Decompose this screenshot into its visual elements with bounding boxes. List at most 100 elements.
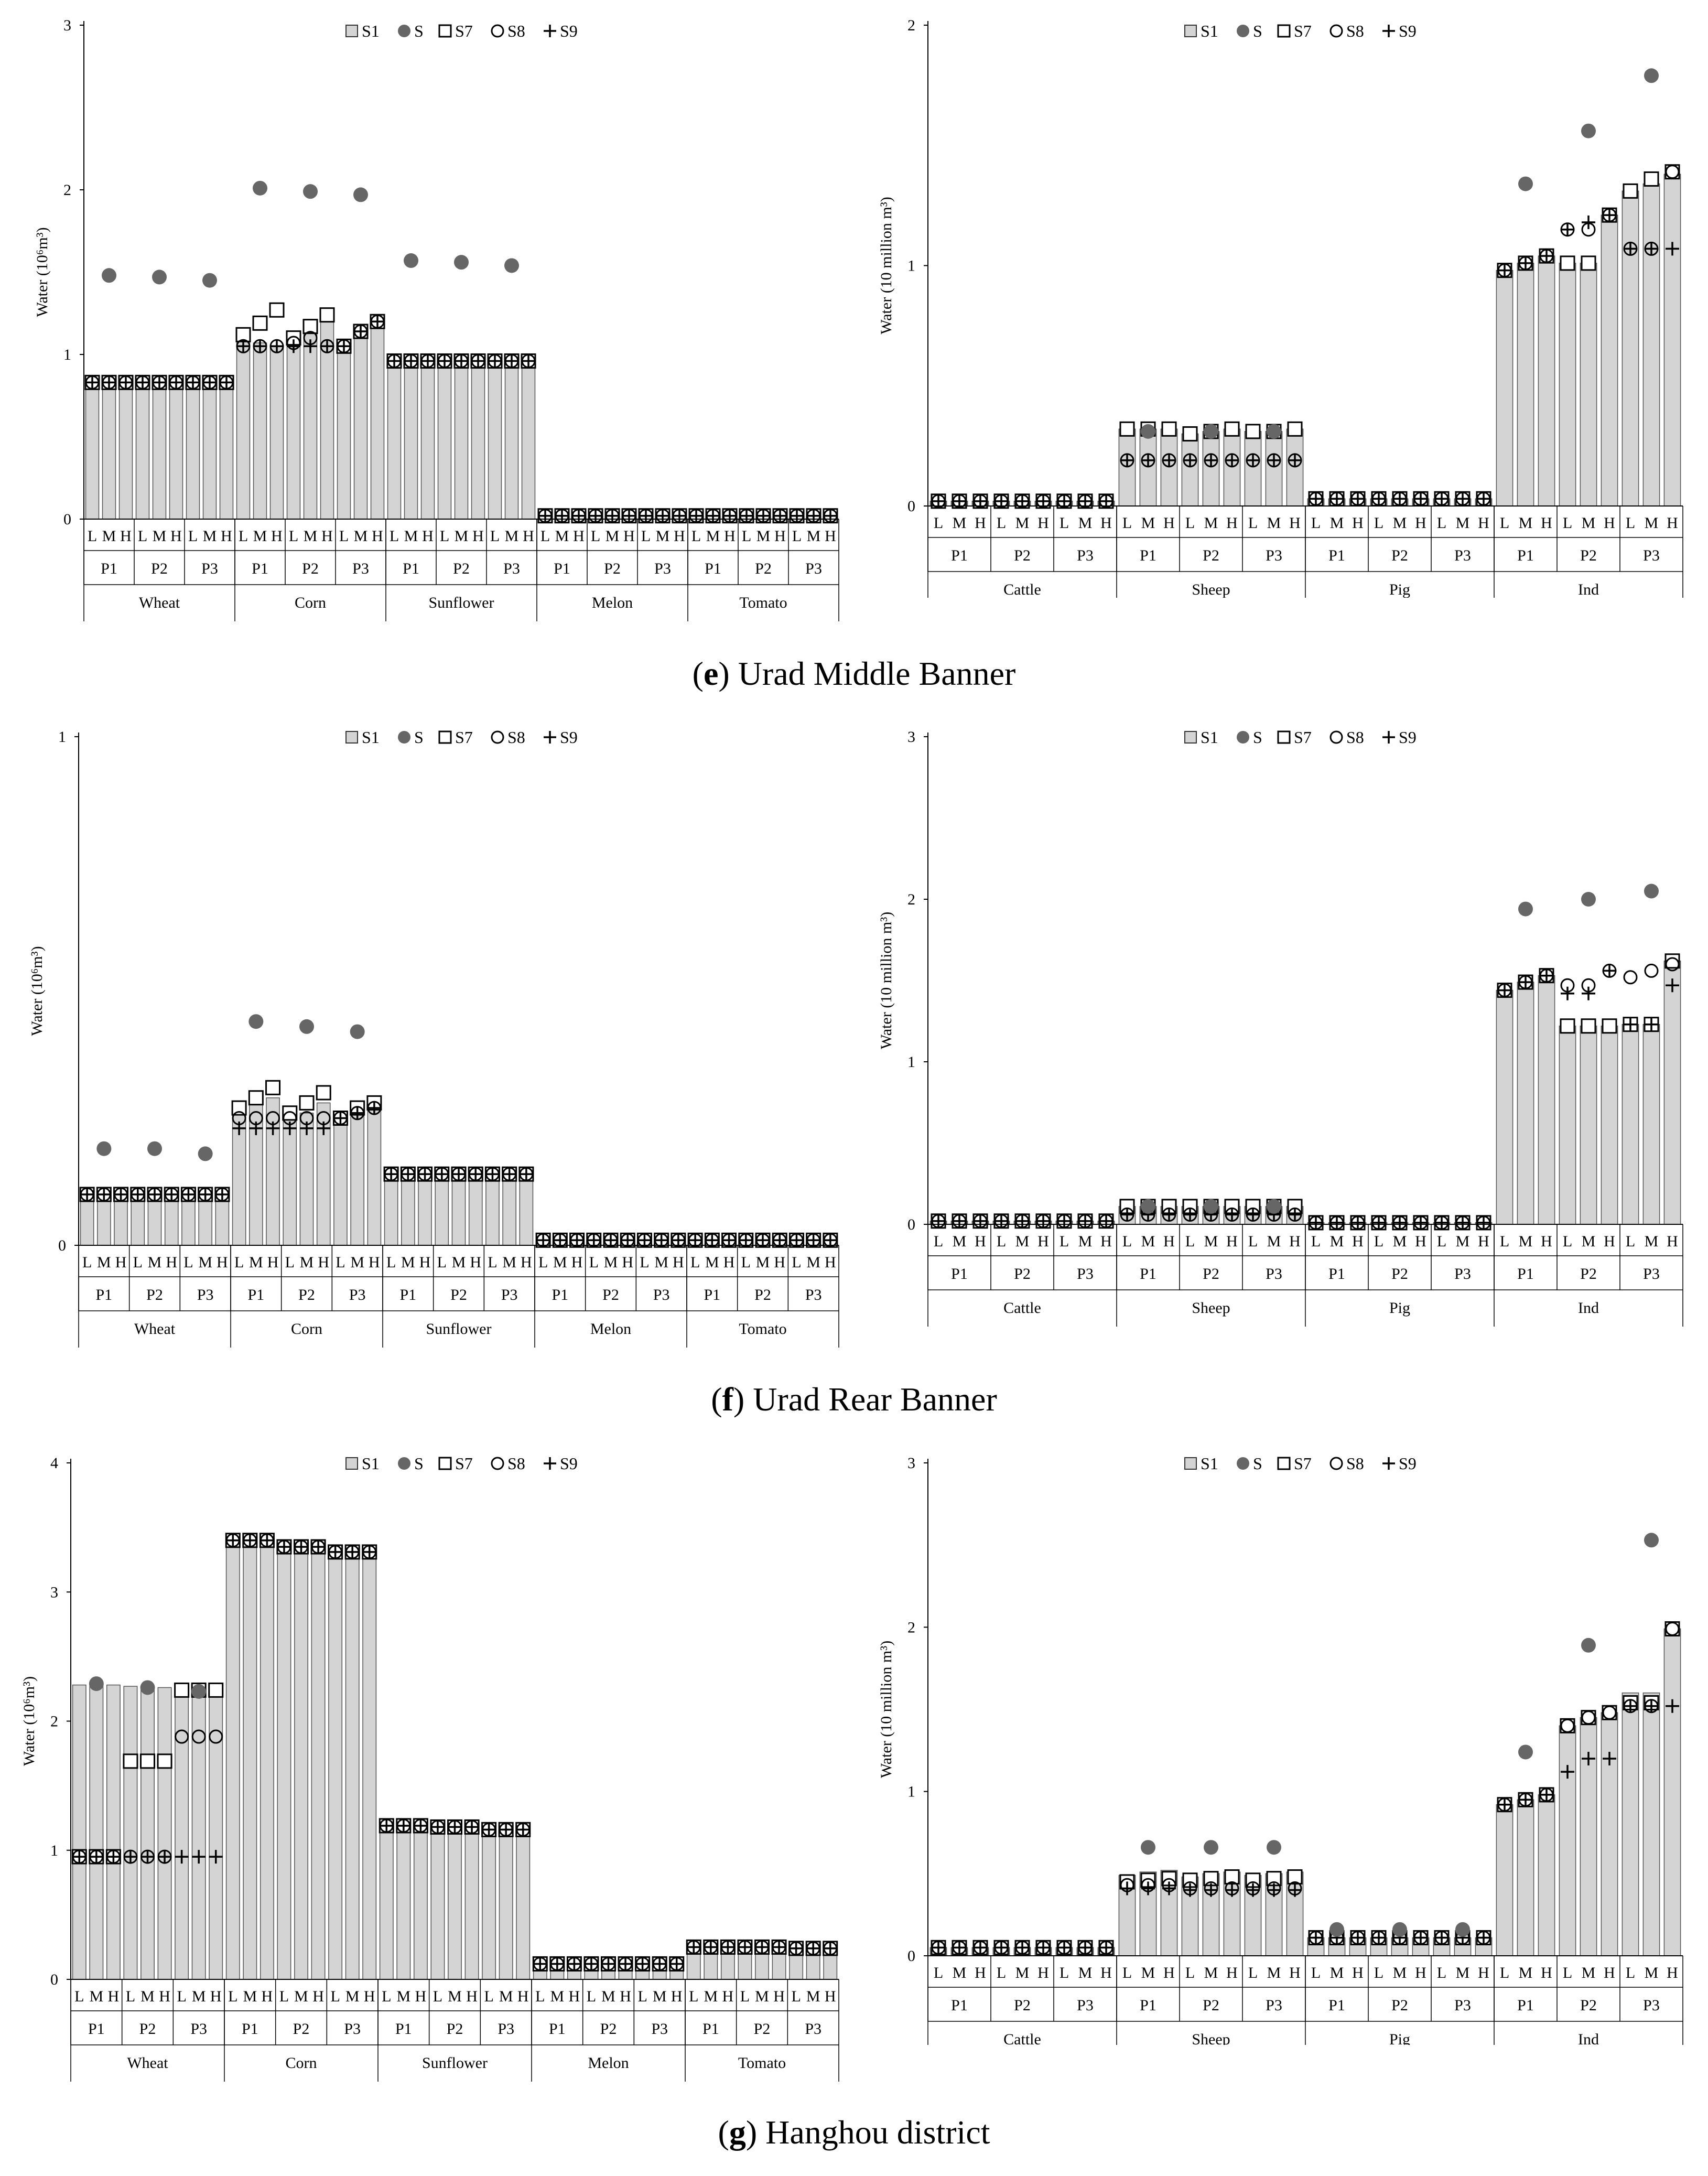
- x-level-label: H: [1415, 514, 1426, 532]
- x-level-label: H: [673, 1254, 684, 1271]
- x-level-label: L: [1437, 514, 1446, 532]
- marker-s9: [1498, 983, 1511, 997]
- marker-s9: [320, 339, 334, 353]
- x-period-label: P1: [1517, 1265, 1534, 1283]
- bar-s1: [1139, 428, 1157, 507]
- marker-s9: [1162, 1881, 1176, 1895]
- marker-s: [202, 273, 217, 288]
- bar-s1: [387, 360, 402, 520]
- bar-s1: [72, 1684, 87, 1980]
- y-tick-label: 1: [907, 1053, 915, 1071]
- marker-s9: [567, 1957, 581, 1971]
- marker-s: [1141, 1840, 1155, 1855]
- legend-s-swatch: [1237, 731, 1249, 744]
- bar-s1: [102, 382, 116, 520]
- bar-s1: [123, 1686, 138, 1980]
- x-level-label: M: [401, 1254, 415, 1271]
- x-period-label: P2: [602, 1286, 619, 1304]
- x-period-label: P3: [498, 2020, 514, 2038]
- marker-s9: [1099, 1941, 1113, 1955]
- legend-label-s: S: [414, 1454, 424, 1473]
- x-level-label: L: [997, 1233, 1006, 1250]
- legend-label-s9: S9: [560, 728, 578, 747]
- bar-s1: [362, 1552, 377, 1980]
- marker-s9: [687, 1940, 701, 1954]
- x-level-label: L: [997, 1964, 1006, 1981]
- x-level-label: M: [345, 1988, 360, 2005]
- marker-s7: [269, 302, 285, 318]
- marker-s7: [231, 1100, 247, 1116]
- marker-s9: [522, 354, 535, 368]
- x-level-label: M: [1645, 1964, 1659, 1981]
- marker-s9: [619, 1957, 633, 1971]
- x-level-label: H: [321, 527, 333, 545]
- legend-label-s9: S9: [1399, 21, 1417, 40]
- marker-s: [1267, 424, 1281, 439]
- marker-s9: [622, 509, 636, 523]
- x-level-label: L: [437, 1254, 447, 1271]
- legend-label-s1: S1: [362, 728, 380, 747]
- x-period-label: P3: [1266, 1997, 1282, 2014]
- bar-s1: [303, 326, 318, 520]
- y-tick-label: 2: [50, 1713, 58, 1730]
- x-period-label: P1: [554, 560, 570, 577]
- marker-s9: [1162, 1208, 1176, 1222]
- marker-s9: [519, 1167, 533, 1181]
- marker-s9: [404, 354, 418, 368]
- legend-s8-swatch: [1329, 24, 1343, 38]
- marker-s9: [209, 1850, 223, 1864]
- x-level-label: L: [188, 527, 198, 545]
- x-period-label: P2: [298, 1286, 315, 1304]
- legend-s1-swatch: [1184, 1457, 1197, 1470]
- legend-s-swatch: [398, 1457, 410, 1470]
- x-level-label: L: [234, 1254, 244, 1271]
- bar-s1: [404, 360, 418, 520]
- marker-s9: [1603, 964, 1616, 978]
- marker-s9: [555, 509, 569, 523]
- marker-s9: [350, 1106, 364, 1120]
- marker-s8: [1644, 963, 1659, 978]
- x-level-label: L: [1060, 1964, 1069, 1981]
- x-level-label: L: [934, 1233, 943, 1250]
- marker-s9: [994, 1214, 1008, 1228]
- x-level-label: L: [1563, 1233, 1572, 1250]
- x-level-label: L: [691, 527, 701, 545]
- legend-label-s1: S1: [1201, 1454, 1218, 1473]
- x-level-label: H: [1100, 514, 1112, 532]
- x-level-label: M: [404, 527, 418, 545]
- x-period-label: P1: [101, 560, 117, 577]
- marker-s9: [1057, 1941, 1071, 1955]
- x-level-label: H: [1604, 1964, 1615, 1981]
- bar-s1: [118, 382, 133, 520]
- x-level-label: L: [1374, 514, 1383, 532]
- x-level-label: H: [671, 1988, 683, 2005]
- legend-label-s1: S1: [1201, 21, 1218, 40]
- legend-s-swatch: [1237, 25, 1249, 37]
- marker-s: [1455, 1922, 1470, 1937]
- x-level-label: M: [553, 1254, 567, 1271]
- x-level-label: L: [433, 1988, 442, 2005]
- marker-s9: [1624, 242, 1637, 256]
- x-period-label: P2: [604, 560, 621, 577]
- x-level-label: L: [540, 527, 550, 545]
- x-level-label: L: [1248, 514, 1258, 532]
- x-level-label: L: [792, 1254, 801, 1271]
- x-level-label: H: [415, 1988, 427, 2005]
- bar-s1: [1663, 1628, 1681, 1956]
- y-tick-label: 1: [907, 1783, 915, 1801]
- legend-label-s8: S8: [507, 728, 525, 747]
- x-level-label: L: [641, 527, 651, 545]
- bar-s1: [353, 331, 368, 520]
- marker-s9: [1414, 1931, 1428, 1945]
- x-period-label: P2: [1391, 1997, 1408, 2014]
- x-level-label: M: [1267, 1233, 1281, 1250]
- x-level-label: L: [1374, 1964, 1383, 1981]
- legend-s1-swatch: [345, 25, 358, 37]
- x-period-label: P3: [805, 1286, 822, 1304]
- x-level-label: M: [1582, 514, 1596, 532]
- x-period-label: P1: [1328, 1265, 1345, 1283]
- bar-s1: [1601, 1026, 1618, 1225]
- marker-s9: [102, 375, 116, 390]
- x-level-label: M: [1519, 514, 1533, 532]
- x-level-label: L: [336, 1254, 345, 1271]
